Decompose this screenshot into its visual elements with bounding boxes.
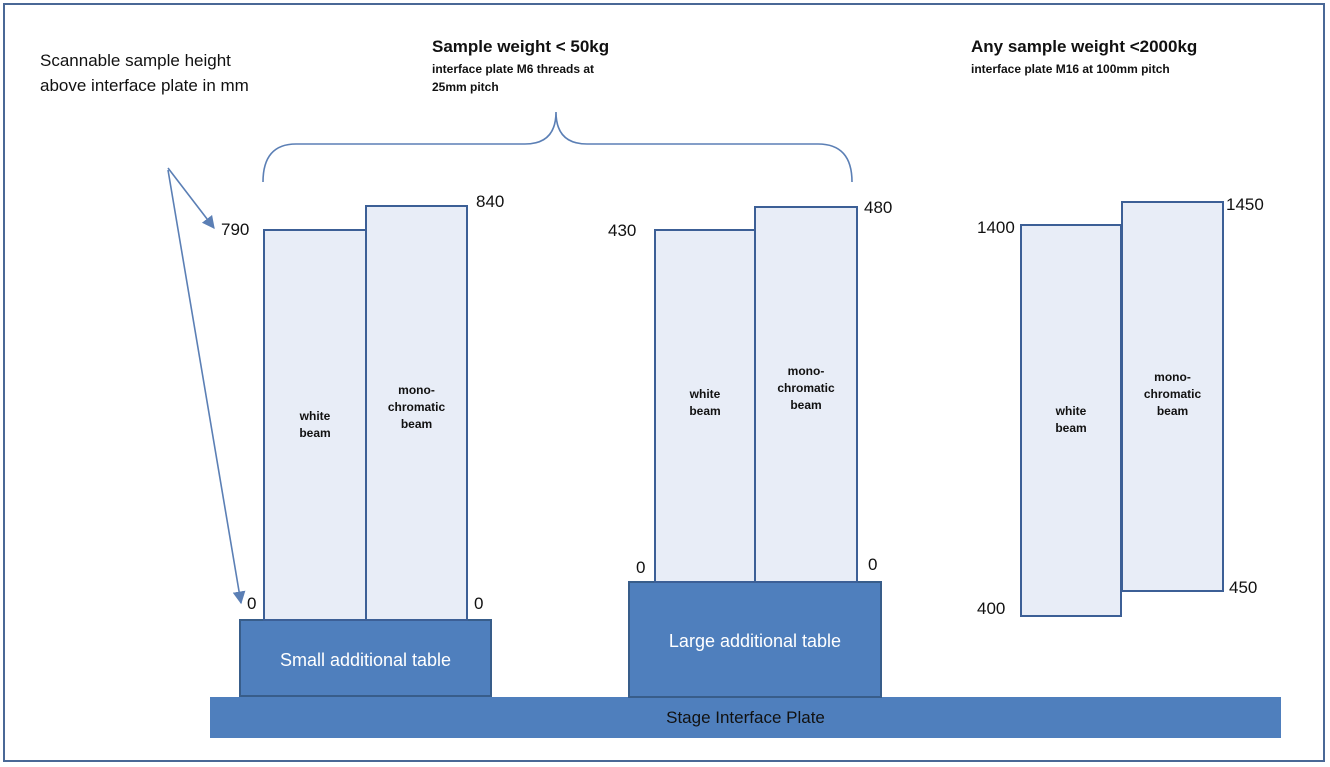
large-white-bottom-value: 0	[636, 558, 646, 577]
large-mono-top-value: 480	[864, 198, 893, 217]
stage-plate-label: Stage Interface Plate	[666, 708, 825, 727]
any-mono-beam-column: mono-chromatic beam	[1121, 201, 1224, 592]
small-mono-top-value: 840	[476, 192, 505, 211]
small-table: Small additional table	[239, 619, 492, 697]
small-group-heading: Sample weight < 50kg	[432, 37, 610, 56]
any-group-heading: Any sample weight <2000kg	[971, 37, 1198, 56]
beam-label: mono-chromatic beam	[387, 383, 446, 431]
large-white-top-value: 430	[608, 221, 637, 240]
group-brace	[262, 111, 853, 183]
height-note: Scannable sample height above interface …	[40, 51, 249, 95]
small-white-bottom-value: 0	[247, 594, 257, 613]
beam-label: mono-chromatic beam	[1143, 370, 1202, 418]
arrow-to-top	[167, 167, 215, 230]
small-mono-bottom-value: 0	[474, 594, 484, 613]
small-table-label: Small additional table	[279, 650, 452, 670]
beam-label: mono-chromatic beam	[777, 364, 835, 412]
stage-interface-plate: Stage Interface Plate	[210, 697, 1281, 738]
arrow-to-bottom	[167, 169, 246, 605]
any-mono-bottom-value: 450	[1229, 578, 1258, 597]
large-table-label: Large additional table	[668, 631, 842, 651]
beam-label: white beam	[689, 387, 721, 418]
large-mono-bottom-value: 0	[868, 555, 878, 574]
any-mono-top-value: 1450	[1226, 195, 1264, 214]
large-white-beam-column: white beam	[654, 229, 756, 583]
small-white-beam-column: white beam	[263, 229, 367, 621]
any-white-beam-column: white beam	[1020, 224, 1122, 617]
large-mono-beam-column: mono-chromatic beam	[754, 206, 858, 583]
beam-label: white beam	[1055, 404, 1087, 435]
any-white-bottom-value: 400	[977, 599, 1006, 618]
large-table: Large additional table	[628, 581, 882, 698]
small-mono-beam-column: mono-chromatic beam	[365, 205, 468, 621]
any-white-top-value: 1400	[977, 218, 1015, 237]
any-group-subheading: interface plate M16 at 100mm pitch	[971, 62, 1170, 76]
small-white-top-value: 790	[221, 220, 250, 239]
small-group-subheading: interface plate M6 threads at 25mm pitch	[432, 62, 595, 94]
beam-label: white beam	[299, 409, 331, 440]
